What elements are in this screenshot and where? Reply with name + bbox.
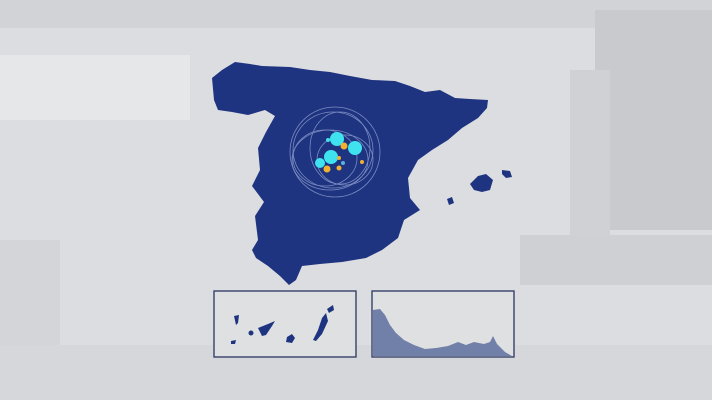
marker — [315, 158, 325, 168]
background-band — [595, 10, 712, 230]
background-band — [520, 235, 712, 285]
marker — [336, 165, 342, 171]
background-band — [0, 55, 190, 120]
menorca — [502, 170, 512, 178]
marker — [340, 142, 348, 150]
inset-canary-islands — [213, 290, 357, 358]
data-orbits — [289, 106, 381, 198]
inset-north-africa-coast — [371, 290, 515, 358]
mallorca — [470, 174, 493, 192]
marker — [330, 132, 344, 146]
background-band — [570, 70, 610, 250]
marker — [337, 156, 341, 160]
marker — [341, 161, 345, 165]
mainland-spain — [212, 62, 488, 285]
marker — [323, 165, 331, 173]
marker — [348, 141, 362, 155]
background-band — [0, 0, 712, 28]
ibiza — [447, 197, 454, 205]
data-markers — [315, 132, 364, 173]
marker — [326, 138, 330, 142]
marker — [324, 150, 338, 164]
marker — [360, 160, 364, 164]
